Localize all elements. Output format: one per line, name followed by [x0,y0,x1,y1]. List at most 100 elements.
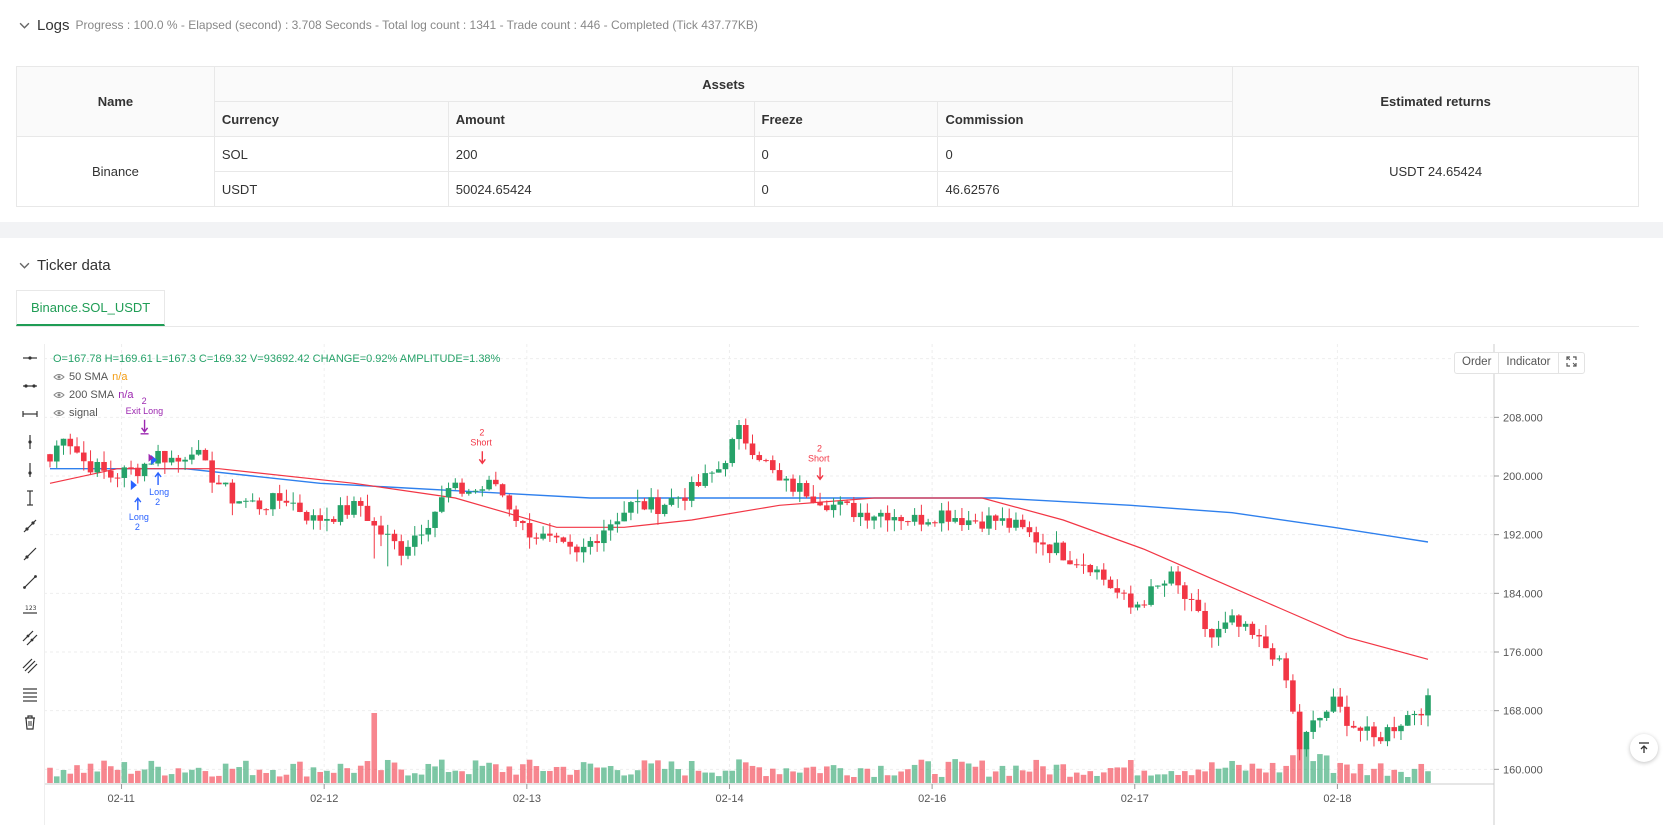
volume-bar [1094,775,1100,783]
candle-body [182,459,188,462]
horizontal-ray-tool-icon[interactable] [16,372,44,400]
order-button[interactable]: Order [1455,353,1500,373]
volume-bar [844,775,850,783]
candle-body [574,546,580,553]
candle-body [1310,720,1316,732]
volume-bar [1263,772,1269,783]
eye-icon[interactable] [53,391,65,399]
candle-body [614,521,621,525]
candle-body [1249,623,1256,635]
volume-bar [1350,773,1357,783]
candle-body [1290,680,1296,712]
indicator-button[interactable]: Indicator [1499,353,1559,373]
ticker-title: Ticker data [37,256,111,274]
volume-bar [621,775,627,783]
candle-body [513,509,519,521]
volume-bar [959,761,965,783]
volume-bar [655,760,661,783]
candle-body [851,502,857,518]
candle-body [992,515,999,521]
candle-body [628,502,634,513]
volume-bar [560,766,567,783]
volume-bar [979,760,985,783]
volume-bar [283,774,290,783]
chevron-down-icon[interactable] [14,255,34,275]
candle-body [263,509,269,511]
volume-bar [884,775,891,783]
ticker-header: Ticker data [0,252,111,278]
eye-icon[interactable] [53,373,65,381]
volume-bar [526,759,533,783]
trend-line-tool-icon[interactable] [16,512,44,540]
candle-body [553,535,560,538]
candle-body [243,500,249,502]
candle-body [905,521,911,523]
candle-body [641,501,648,510]
trash-icon[interactable] [16,708,44,736]
time-tick-label: 02-11 [108,793,135,805]
volume-bar [1330,772,1337,783]
candle-body [107,470,114,478]
volume-bar [148,760,155,783]
volume-bar [1337,762,1343,783]
time-tick-label: 02-18 [1323,793,1351,805]
candle-body [837,501,844,505]
commission-cell: 0 [937,136,1234,172]
candle-body [202,449,209,461]
candle-body [702,473,709,486]
time-tick-label: 02-16 [918,793,946,805]
volume-bar [965,763,972,783]
volume-bar [324,770,330,783]
volume-bar [736,759,742,783]
vertical-ray-tool-icon[interactable] [16,456,44,484]
ray-tool-icon[interactable] [16,540,44,568]
horizontal-line-tool-icon[interactable] [16,344,44,372]
volume-bar [506,766,513,783]
signal-label: signal [69,407,98,419]
eye-icon[interactable] [53,409,65,417]
extended-line-tool-icon[interactable] [16,400,44,428]
candle-body [1033,532,1040,543]
candle-body [87,461,94,473]
chevron-down-icon[interactable] [14,15,34,35]
volume-bar [364,761,371,783]
candle-body [344,505,351,515]
amount-cell: 50024.65424 [447,171,755,207]
volume-bar [520,764,526,783]
volume-bar [533,766,540,783]
candle-body [398,541,405,556]
pitchfork-tool-icon[interactable] [16,652,44,680]
candle-body [1121,592,1127,594]
volume-bar [270,769,276,783]
candle-body [959,518,965,526]
fib-retracement-tool-icon[interactable] [16,680,44,708]
tab-binance-sol-usdt[interactable]: Binance.SOL_USDT [16,290,166,326]
candle-body [655,497,661,515]
price-label-tool-icon[interactable]: 123 [16,596,44,624]
volume-bar [1188,775,1195,783]
volume-bar [438,759,445,783]
freeze-cell: 0 [753,171,939,207]
volume-bar [53,776,60,783]
segment-tool-icon[interactable] [16,568,44,596]
vertical-segment-tool-icon[interactable] [16,484,44,512]
candle-body [668,497,675,505]
candle-body [688,482,695,501]
candle-body [1087,565,1094,573]
parallel-channel-tool-icon[interactable] [16,624,44,652]
vertical-line-tool-icon[interactable] [16,428,44,456]
volume-bar [236,767,242,783]
candle-body [891,517,898,521]
volume-bar [47,767,53,783]
volume-bar [574,769,580,783]
volume-bar [499,772,506,783]
assets-table: Name Assets Estimated returns Currency A… [16,66,1639,207]
candle-body [1425,695,1431,716]
scroll-to-top-button[interactable] [1630,734,1658,762]
fullscreen-icon[interactable] [1559,353,1584,373]
ohlc-readout: O=167.78 H=169.61 L=167.3 C=169.32 V=936… [53,353,501,365]
volume-bar [695,770,702,783]
volume-bar [189,769,195,783]
candlestick-chart[interactable]: 216.000208.000200.000192.000184.000176.0… [44,344,1639,825]
volume-bar [634,770,641,783]
